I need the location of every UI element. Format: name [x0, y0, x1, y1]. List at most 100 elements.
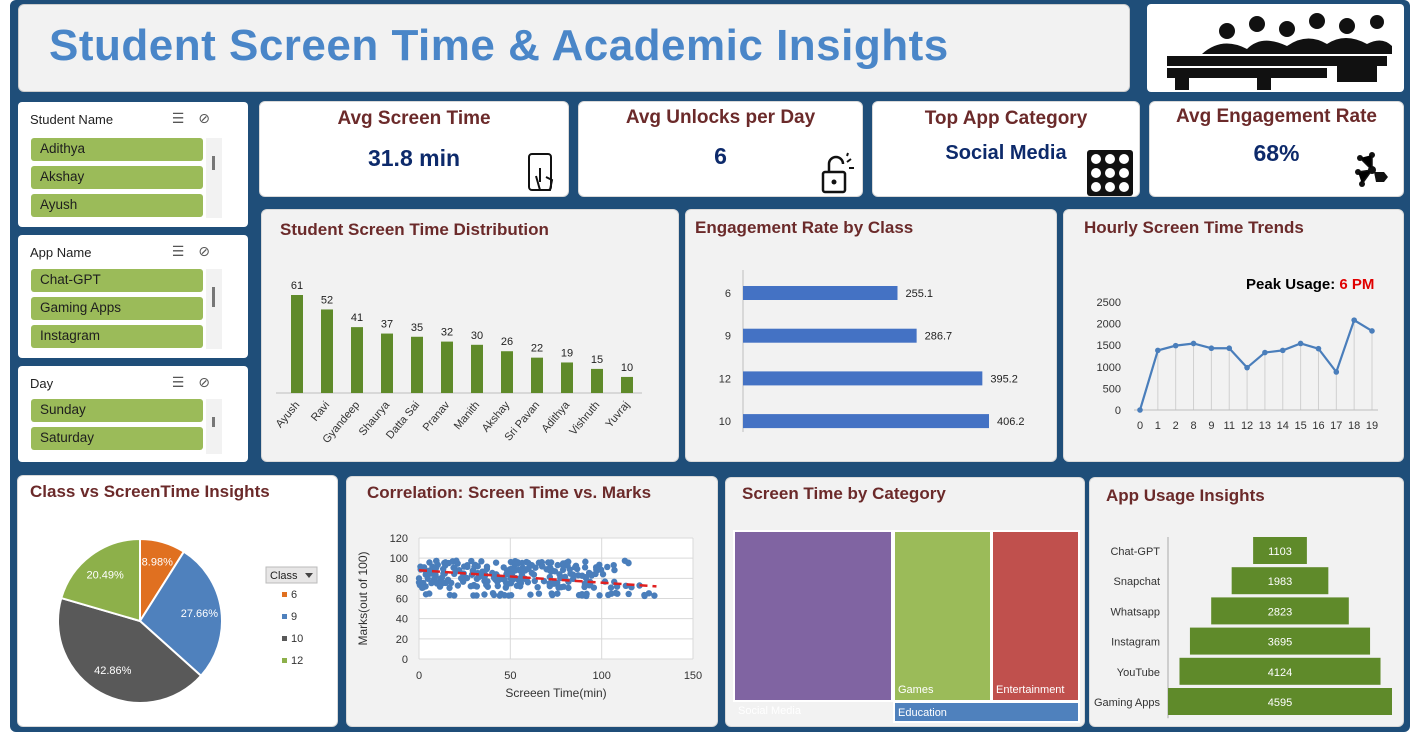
data-point — [464, 563, 471, 571]
data-label: 15 — [591, 354, 603, 366]
scrollbar[interactable] — [206, 399, 222, 454]
kpi-value: 68% — [1253, 140, 1300, 166]
legend-swatch — [282, 614, 287, 619]
slicer-item[interactable]: Ayush — [31, 194, 203, 217]
tick-label: 80 — [396, 573, 408, 585]
title-banner: Student Screen Time & Academic Insights — [18, 4, 1130, 92]
tick-label: 9 — [725, 331, 731, 343]
data-point — [614, 590, 621, 597]
funnel-bar — [1168, 688, 1392, 715]
data-label: 406.2 — [997, 416, 1025, 428]
data-label: 3695 — [1268, 637, 1292, 649]
kpi-value: 31.8 min — [367, 145, 461, 171]
legend-label: 10 — [291, 633, 303, 645]
screen-time-bar-chart: 61Ayush52Ravi41Gyandeep37Shaurya35Datta … — [274, 280, 642, 446]
bar — [743, 286, 898, 300]
peak-usage-annotation: Peak Usage: 6 PM — [1246, 276, 1374, 293]
data-label: 8.98% — [142, 556, 173, 568]
tile-label: Education — [898, 707, 947, 719]
data-label: 19 — [561, 347, 573, 359]
tick-label: 1000 — [1097, 362, 1121, 374]
engagement-bar-chart: 6 255.1 9 286.7 12 395.2 10 406.2 — [719, 270, 1025, 432]
tick-label: 0 — [416, 670, 422, 682]
trend-line — [418, 569, 657, 588]
slicer-item[interactable]: Sunday — [31, 399, 203, 422]
y-axis-label: Marks(out of 100) — [356, 551, 370, 645]
data-point — [483, 581, 490, 589]
slicer-item[interactable]: Gaming Apps — [31, 297, 203, 320]
data-label: 61 — [291, 280, 303, 292]
tick-label: 15 — [1294, 420, 1306, 432]
slicer-item[interactable]: Adithya — [31, 138, 203, 161]
data-point — [1155, 347, 1161, 354]
treemap-tile — [733, 530, 893, 702]
data-label: 52 — [321, 294, 333, 306]
slicer-app-name[interactable]: App Name ☰⊘ Chat-GPT Gaming Apps Instagr… — [18, 235, 248, 358]
slicer-item[interactable]: Instagram — [31, 325, 203, 348]
data-point — [1279, 347, 1286, 354]
data-point — [483, 565, 491, 573]
panel-hourly-trends: Hourly Screen Time Trends Peak Usage: 6 … — [1063, 209, 1404, 462]
peak-usage-label: Peak Usage: — [1246, 276, 1336, 293]
data-point — [608, 590, 615, 597]
data-point — [625, 590, 632, 598]
data-point — [625, 559, 632, 566]
class-pie-chart: 8.98% 27.66% 42.86% 20.49% Class 6 9 10 12 — [57, 537, 318, 704]
tick-label: Manith — [452, 399, 482, 432]
kpi-label: Avg Engagement Rate — [1176, 106, 1377, 127]
data-point — [567, 570, 574, 577]
data-label: 22 — [531, 343, 543, 355]
students-logo — [1147, 4, 1404, 92]
funnel-bar — [1231, 567, 1329, 595]
slicer-item[interactable]: Chat-GPT — [31, 269, 203, 292]
data-point — [1262, 349, 1268, 356]
kpi-label: Avg Screen Time — [337, 108, 491, 129]
kpi-avg-screen-time: Avg Screen Time 31.8 min — [259, 101, 569, 197]
data-label: 4124 — [1268, 667, 1292, 679]
tick-label: Ayush — [274, 399, 303, 430]
multi-select-icon[interactable]: ☰⊘ — [171, 374, 224, 390]
legend-title-box — [265, 566, 318, 584]
bar — [531, 357, 543, 393]
multi-select-icon[interactable]: ☰⊘ — [171, 243, 224, 259]
tile-label: Social Media — [738, 705, 802, 717]
slicer-day[interactable]: Day ☰⊘ Sunday Saturday — [18, 366, 248, 462]
scrollbar[interactable] — [206, 138, 222, 218]
panel-title: Engagement Rate by Class — [695, 218, 914, 237]
data-point — [492, 559, 500, 566]
data-point — [592, 570, 599, 578]
tick-label: 19 — [1366, 420, 1378, 432]
tick-label: 20 — [396, 634, 408, 646]
treemap-tile — [893, 530, 992, 702]
slicer-item[interactable]: Akshay — [31, 166, 203, 189]
bar — [561, 362, 573, 393]
tick-label: 18 — [1348, 420, 1360, 432]
data-point — [554, 561, 561, 569]
panel-title: Correlation: Screen Time vs. Marks — [367, 483, 652, 502]
scrollbar[interactable] — [206, 269, 222, 349]
data-point — [596, 592, 603, 599]
data-label: 395.2 — [990, 373, 1018, 385]
data-point — [474, 563, 481, 570]
data-point — [481, 591, 488, 598]
slicer-label: App Name — [30, 245, 92, 260]
data-point — [551, 568, 559, 575]
data-point — [651, 592, 658, 599]
tick-label: 1500 — [1097, 340, 1121, 352]
app-usage-funnel: 1103 Chat-GPT 1983 Snapchat 2823 Whatsapp 3695… — [1094, 537, 1392, 719]
slicer-item[interactable]: Saturday — [31, 427, 203, 450]
data-point — [581, 583, 588, 591]
data-point — [599, 571, 607, 578]
data-label: 37 — [381, 319, 393, 331]
panel-title: Hourly Screen Time Trends — [1084, 218, 1304, 237]
students-illustration-icon — [1167, 13, 1392, 90]
series-line — [1138, 318, 1373, 411]
data-label: 30 — [471, 330, 483, 342]
multi-select-icon[interactable]: ☰⊘ — [171, 110, 224, 126]
data-point — [424, 575, 432, 582]
tick-label: 16 — [1312, 420, 1324, 432]
slicer-label: Student Name — [30, 112, 114, 127]
slicer-student-name[interactable]: Student Name ☰⊘ Adithya Akshay Ayush — [18, 102, 248, 227]
tick-label: 2500 — [1097, 297, 1121, 309]
